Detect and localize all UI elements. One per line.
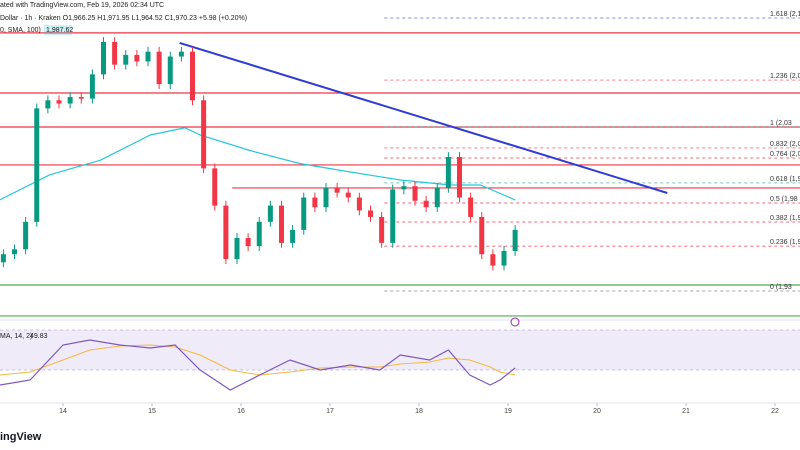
candle-body: [156, 51, 162, 85]
candle-body: [412, 186, 418, 201]
candle-body: [190, 51, 196, 101]
x-tick-label: 15: [148, 408, 156, 415]
candle-body: [178, 51, 184, 57]
candle-body: [301, 197, 307, 230]
candle-body: [134, 54, 140, 62]
fib-label: 0.5 (1,98: [770, 196, 798, 203]
candle-body: [101, 41, 107, 75]
candle-body: [312, 197, 318, 208]
candle-body: [267, 205, 273, 222]
x-tick-label: 16: [237, 408, 245, 415]
event-icon[interactable]: [510, 317, 520, 327]
candle-body: [379, 216, 385, 243]
fib-label: 0 (1,93: [770, 284, 792, 291]
candle-body: [334, 187, 340, 193]
header-line: Dollar · 1h · Kraken O1,966.25 H1,971.95…: [0, 15, 247, 22]
candle-body: [456, 157, 462, 198]
candle-body: [0, 254, 6, 263]
fib-label: 1.618 (2,10: [770, 11, 800, 18]
x-tick-label: 20: [593, 408, 601, 415]
candle-body: [445, 157, 451, 188]
candle-body: [401, 186, 407, 190]
candle-body: [278, 205, 284, 243]
x-tick-label: 21: [682, 408, 690, 415]
candle-body: [34, 108, 40, 222]
candle-body: [67, 97, 73, 104]
candle-body: [223, 205, 229, 260]
candle-body: [56, 100, 62, 104]
candle-body: [490, 254, 496, 266]
candle-body: [89, 74, 95, 99]
candle-body: [23, 221, 29, 250]
x-tick-label: 22: [771, 408, 779, 415]
candle-body: [512, 229, 518, 251]
candle-body: [323, 187, 329, 208]
plot: 14 15 16 17 18 19 20 21 22 1.618 (2,10 1.236 (2,06…: [0, 11, 800, 415]
sma-value: 1,987.62: [46, 27, 73, 34]
candle-body: [501, 250, 507, 266]
candle-body: [78, 97, 84, 99]
candle-body: [479, 216, 485, 255]
fib-label: 0.236 (1,95: [770, 239, 800, 246]
candle-body: [167, 56, 173, 85]
rsi-value: 49.83: [30, 333, 48, 340]
rsi-label: MA, 14, 2): [0, 333, 32, 340]
candle-body: [234, 238, 240, 260]
header-line: 0, SMA, 100): [0, 27, 41, 34]
fib-label: 1.236 (2,06: [770, 73, 800, 80]
rsi-band: [0, 330, 800, 370]
candle-body: [145, 51, 151, 62]
fib-label: 0.832 (2,01: [770, 141, 800, 148]
candle-body: [390, 189, 396, 243]
candle-body: [212, 168, 218, 206]
candle-body: [123, 54, 129, 65]
logo: ingView: [0, 431, 42, 443]
candle-body: [423, 200, 429, 208]
candle-body: [468, 197, 474, 217]
fib-label: 0.382 (1,96: [770, 215, 800, 222]
fib-label: 0.618 (1,99: [770, 176, 800, 183]
candle-body: [367, 210, 373, 217]
candle-body: [434, 187, 440, 208]
candle-body: [45, 100, 51, 109]
trendline: [179, 41, 668, 194]
candle-body: [12, 249, 18, 255]
candle-body: [345, 192, 351, 198]
candle-body: [112, 41, 118, 65]
fib-label: 0.764 (2,01: [770, 151, 800, 158]
header-line: ated with TradingView.com, Feb 19, 2026 …: [0, 2, 164, 9]
x-tick-label: 17: [326, 408, 334, 415]
candle-body: [256, 221, 262, 247]
candle-body: [245, 238, 251, 247]
x-tick-label: 18: [415, 408, 423, 415]
candle-body: [201, 100, 207, 169]
value-box: [44, 25, 72, 35]
fib-label: 1 (2,03: [770, 120, 792, 127]
x-tick-label: 14: [59, 408, 67, 415]
candle-body: [356, 197, 362, 211]
rsi-line: [0, 339, 516, 391]
rsi-ma-line: [0, 344, 516, 376]
candle-body: [290, 229, 296, 243]
x-tick-label: 19: [504, 408, 512, 415]
